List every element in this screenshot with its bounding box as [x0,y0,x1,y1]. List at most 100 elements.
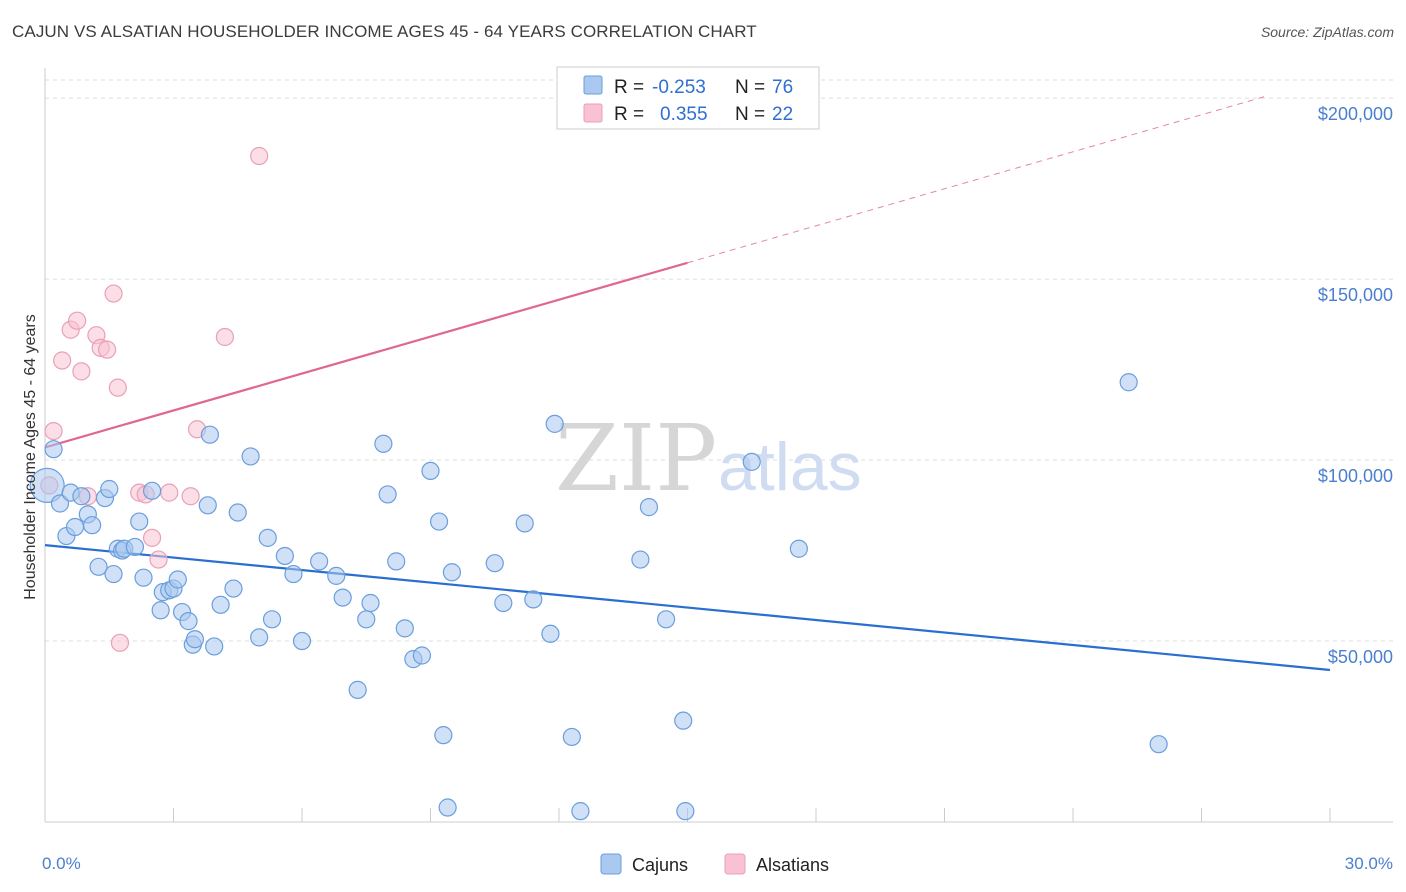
cajuns-point [89,557,108,576]
cajuns-point [357,610,376,629]
cajuns-point [125,537,145,557]
watermark-atlas: atlas [718,429,862,505]
cajuns-point [485,554,504,573]
legend-n-label-2: N = [735,104,765,125]
y-tick-label: $150,000 [1318,285,1393,305]
bottom-legend-label-alsatians: Alsatians [756,855,829,875]
cajuns-point [434,726,453,745]
watermark-zip: ZIP [555,405,717,512]
cajuns-trend-line [44,544,1331,672]
cajuns-point [361,593,380,613]
cajuns-point [438,798,457,817]
alsatians-trend-line [44,261,688,449]
y-tick-label: $100,000 [1318,466,1393,486]
cajuns-point [83,516,102,535]
cajuns-point [541,624,560,643]
alsatians-trend-extension [687,95,1266,264]
legend-swatch-cajuns [583,75,603,95]
series-legend: Cajuns Alsatians [600,853,829,875]
cajuns-point [275,546,294,566]
cajuns-point [100,479,119,499]
y-tick-label: $50,000 [1328,647,1393,667]
cajuns-point [151,601,170,620]
cajuns-point [545,414,564,433]
cajuns-point [374,434,393,453]
cajuns-point [742,452,761,471]
alsatians-point [160,483,179,502]
alsatians-point [110,633,130,652]
cajuns-point [1149,735,1168,754]
grid-lines [45,79,1393,642]
cajuns-point [224,579,243,598]
y-tick-label: $200,000 [1318,104,1393,124]
y-axis-label: Householder Income Ages 45 - 64 years [22,314,39,600]
cajuns-point [494,593,513,613]
cajuns-point [258,528,277,547]
x-tick-label-min: 0.0% [42,854,81,873]
legend-n-value-1: 76 [772,77,793,98]
alsatians-point [149,550,168,569]
cajuns-point [656,610,676,629]
correlation-legend: R = -0.253 N = 76 R = 0.355 N = 22 [556,66,820,130]
cajuns-point [179,612,198,631]
bottom-legend-label-cajuns: Cajuns [632,855,688,875]
cajuns-point [211,595,230,614]
alsatians-point [98,340,117,359]
alsatians-point [53,351,72,370]
bottom-legend-swatch-alsatians [724,853,746,875]
cajuns-point [562,727,581,747]
alsatians-point [215,327,234,347]
alsatians-point [250,146,269,166]
cajuns-point [412,646,432,665]
cajuns-point [104,564,123,584]
cajuns-point [168,570,187,589]
cajuns-point [395,619,414,638]
cajuns-point [789,539,808,558]
alsatians-point [181,487,200,506]
cajuns-point [421,461,440,481]
alsatians-points [40,146,269,652]
cajuns-point [524,590,543,609]
cajuns-point [205,637,224,656]
alsatians-point [44,421,63,441]
cajuns-point [284,564,303,584]
cajuns-point [387,552,406,571]
trend-lines [44,95,1331,672]
legend-r-value-1: -0.253 [652,77,706,98]
x-tick-label-max: 30.0% [1345,854,1393,873]
legend-r-label-1: R = [614,77,644,98]
alsatians-point [142,528,162,547]
cajuns-point [185,630,205,649]
cajuns-point [65,517,85,537]
axes [44,68,1393,823]
cajuns-point [262,610,282,629]
cajuns-points [29,373,1168,821]
legend-r-label-2: R = [614,104,644,125]
cajuns-point [348,680,367,699]
cajuns-point [44,440,63,459]
source-label: Source: ZipAtlas.com [1260,24,1394,40]
cajuns-point [292,631,312,651]
cajuns-point [200,425,220,444]
alsatians-point [72,362,91,381]
cajuns-point [130,512,149,531]
cajuns-point [310,552,329,571]
cajuns-point [50,494,70,513]
alsatians-point [68,311,87,330]
cajuns-point [442,563,462,582]
x-tick-labels: 0.0% 30.0% [42,854,1393,873]
legend-r-value-2: 0.355 [660,104,708,125]
cajuns-point [250,628,269,647]
legend-swatch-alsatians [583,103,603,123]
cajuns-point [378,485,397,504]
y-tick-labels: $50,000 $100,000 $150,000 $200,000 [1318,104,1393,667]
legend-n-label-1: N = [735,77,765,98]
cajuns-point [142,481,162,500]
cajuns-point [1119,373,1138,392]
cajuns-point [333,588,352,607]
cajuns-point [29,467,65,503]
legend-n-value-2: 22 [772,104,793,125]
cajuns-point [515,514,534,533]
cajuns-point [571,802,590,821]
